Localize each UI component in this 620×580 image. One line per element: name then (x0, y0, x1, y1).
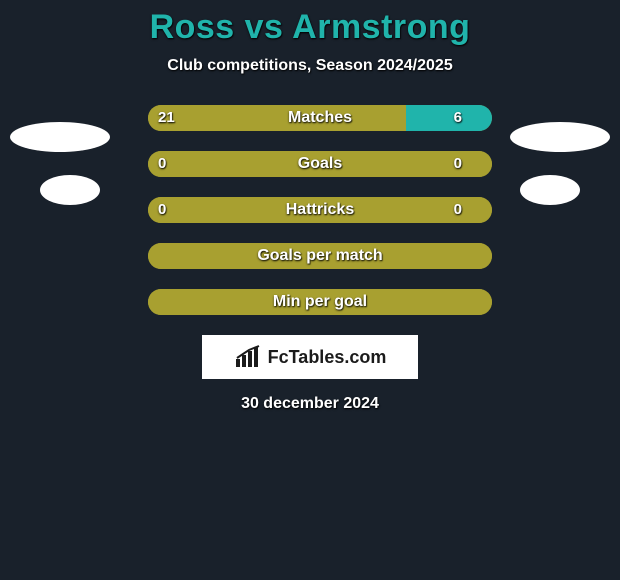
stat-row: Goals0 0 (10, 151, 610, 177)
stat-row: Matches21 6 (10, 105, 610, 131)
stat-row: Goals per match (10, 243, 610, 269)
logo-box: FcTables.com (202, 335, 418, 379)
page-title: Ross vs Armstrong (0, 8, 620, 47)
comparison-card: Ross vs Armstrong Club competitions, Sea… (0, 0, 620, 580)
date-text: 30 december 2024 (0, 395, 620, 413)
stat-value-right: 0 (454, 197, 462, 223)
stat-label: Goals (148, 151, 492, 177)
stat-label: Matches (148, 105, 492, 131)
stat-row: Min per goal (10, 289, 610, 315)
logo-text: FcTables.com (268, 347, 387, 368)
stat-row: Hattricks0 0 (10, 197, 610, 223)
stat-label: Goals per match (148, 243, 492, 269)
stat-value-left: 0 (158, 151, 166, 177)
subtitle: Club competitions, Season 2024/2025 (0, 57, 620, 75)
stat-value-left: 21 (158, 105, 175, 131)
logo-chart-icon (234, 345, 262, 369)
stat-value-right: 0 (454, 151, 462, 177)
stat-value-left: 0 (158, 197, 166, 223)
stat-label: Hattricks (148, 197, 492, 223)
stat-value-right: 6 (454, 105, 462, 131)
stat-label: Min per goal (148, 289, 492, 315)
